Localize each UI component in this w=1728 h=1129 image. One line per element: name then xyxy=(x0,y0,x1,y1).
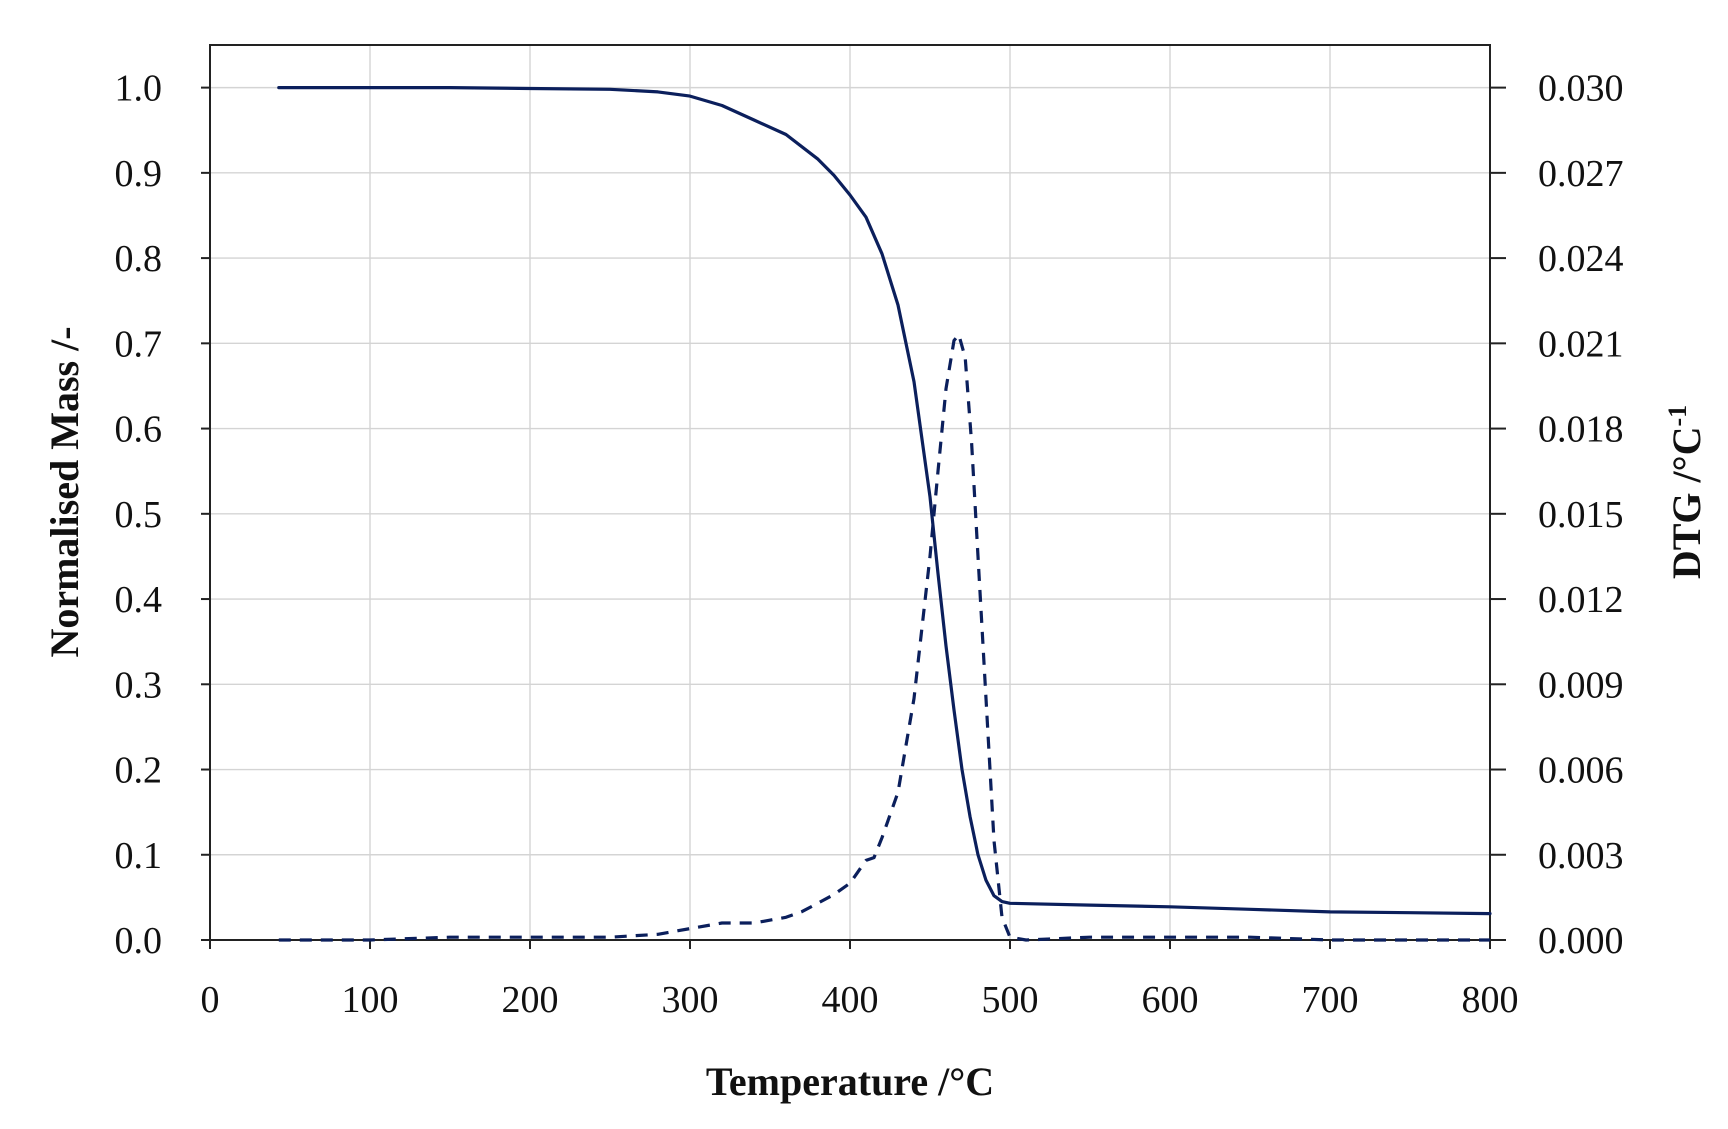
x-tick-label: 400 xyxy=(822,979,879,1021)
y-tick-label: 0.6 xyxy=(115,409,163,451)
y2-tick-label: 0.003 xyxy=(1538,835,1624,877)
y-tick-label: 0.9 xyxy=(115,153,163,195)
x-tick-label: 200 xyxy=(502,979,559,1021)
y2-tick-label: 0.009 xyxy=(1538,664,1624,706)
x-tick-label: 800 xyxy=(1462,979,1519,1021)
y-tick-label: 0.7 xyxy=(115,323,163,365)
y-tick-label: 0.0 xyxy=(115,920,163,962)
x-tick-label: 100 xyxy=(342,979,399,1021)
y-tick-label: 0.8 xyxy=(115,238,163,280)
x-tick-label: 500 xyxy=(982,979,1039,1021)
grid-lines xyxy=(210,45,1490,940)
x-tick-label: 600 xyxy=(1142,979,1199,1021)
y2-tick-label: 0.024 xyxy=(1538,238,1624,280)
y-tick-label: 0.5 xyxy=(115,494,163,536)
axis-ticks xyxy=(201,86,1506,949)
y2-tick-label: 0.000 xyxy=(1538,920,1624,962)
y-axis-title: Normalised Mass /- xyxy=(42,326,87,657)
x-tick-label: 0 xyxy=(201,979,220,1021)
y-tick-label: 0.4 xyxy=(115,579,163,621)
y2-tick-label: 0.015 xyxy=(1538,494,1624,536)
x-tick-label: 700 xyxy=(1302,979,1359,1021)
mass-series-line xyxy=(277,86,1492,916)
y-tick-label: 0.2 xyxy=(115,750,163,792)
y2-tick-label: 0.027 xyxy=(1538,153,1624,195)
y2-tick-label: 0.012 xyxy=(1538,579,1624,621)
series-lines xyxy=(277,86,1492,942)
y2-tick-label: 0.030 xyxy=(1538,68,1624,110)
y2-axis-title-sup: -1 xyxy=(1663,405,1692,427)
x-axis-title: Temperature /°C xyxy=(706,1059,994,1104)
y-tick-label: 0.1 xyxy=(115,835,163,877)
y2-tick-label: 0.018 xyxy=(1538,409,1624,451)
tick-labels: 0 100 200 300 400 500 600 700 800 0.0 0.1 0.2 0.3 0.4… xyxy=(115,68,1624,1021)
y2-tick-label: 0.006 xyxy=(1538,750,1624,792)
y-tick-label: 0.3 xyxy=(115,664,163,706)
y-tick-label: 1.0 xyxy=(115,68,163,110)
x-tick-label: 300 xyxy=(662,979,719,1021)
y2-axis-title: DTG /°C-1 xyxy=(1663,405,1710,579)
y2-tick-label: 0.021 xyxy=(1538,323,1624,365)
y2-axis-title-main: DTG /°C xyxy=(1664,426,1709,579)
dtg-series-line xyxy=(278,333,1490,942)
